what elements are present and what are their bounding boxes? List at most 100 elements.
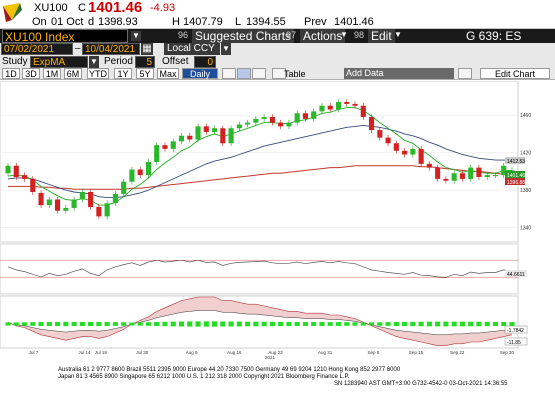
candle-down [187,135,193,140]
macd-histogram-bar [71,321,77,327]
price-tick-label: 1340 [520,226,531,232]
macd-histogram-bar [170,321,176,327]
candle-up [492,175,499,177]
currency-dropdown-icon[interactable]: ▼ [221,43,231,55]
date-tick-label: Jul 14 [78,350,91,355]
security-dropdown-icon[interactable]: ▼ [131,31,141,41]
price-panel [0,80,519,243]
period-max[interactable]: Max [157,68,179,79]
period-ytd[interactable]: YTD [87,68,109,79]
candle-down [203,126,209,132]
bar-chart-tool-icon[interactable] [252,68,266,79]
candle-up [319,105,325,112]
study-bar: Study ExpMA ▼ Period 5 Offset 0 [0,56,555,68]
macd-histogram-bar [228,321,234,327]
candle-up [261,117,267,119]
macd-histogram-bar [418,321,424,327]
macd-histogram-bar [435,321,441,327]
currency-dropdown[interactable]: Local CCY [164,43,220,55]
period-1d[interactable]: 1D [2,68,20,79]
macd-histogram-bar [187,321,193,327]
suggested-charts-button[interactable]: Suggested Charts [192,29,295,43]
date-tick-label: Jul 30 [136,350,149,355]
study-dropdown-icon[interactable]: ▼ [89,56,99,68]
macd-lower-tag-text: -11.85 [507,340,521,346]
period-field[interactable]: 5 [135,56,155,68]
macd-histogram-bar [426,321,432,327]
settings-icon[interactable] [458,68,472,79]
candle-down [162,145,168,149]
macd-histogram-bar [484,321,490,327]
last-prefix: C [78,2,86,14]
candle-down [302,113,309,119]
period-5y[interactable]: 5Y [136,68,154,79]
price-chart[interactable]: 1460 1420 1380 1340 1412.53 1401.46 1396.88… [0,80,555,400]
macd-histogram-bar [476,321,482,327]
year-label: 2021 [265,355,276,360]
high-price: 1407.79 [183,16,223,28]
suggested-charts-num: 96 [178,30,189,40]
macd-histogram-bar [393,321,399,327]
line-chart-tool-icon[interactable] [222,68,236,79]
table-button[interactable]: Table [284,69,306,79]
prev-price: 1401.46 [334,16,374,28]
period-3d[interactable]: 3D [22,68,40,79]
rsi-line [7,259,513,278]
macd-histogram-bar [443,321,449,327]
rsi-panel [0,243,519,295]
macd-histogram-bar [253,321,259,327]
candle-down [344,102,350,104]
security-field[interactable]: XU100 Index [2,29,128,44]
macd-histogram-bar [129,322,135,326]
date-tick-label: Sep 30 [500,350,515,355]
macd-histogram-bar [236,321,242,327]
add-data-field[interactable]: Add Data [344,68,454,79]
price-tick-label: 1460 [520,113,531,119]
candle-down [220,128,226,144]
macd-histogram-bar [385,322,391,326]
candle-down [13,165,19,177]
date-tick-label: Sep 22 [450,350,465,355]
footer-line-2: Japan 81 3 4565 8900 Singapore 65 6212 1… [58,374,350,380]
edit-menu[interactable]: Edit [368,29,395,43]
end-date-field[interactable]: 10/04/2021 [82,43,140,55]
actions-menu[interactable]: Actions [300,29,346,43]
candle-up [410,148,416,155]
macd-histogram-bar [278,321,284,327]
candle-down [435,167,441,179]
candle-down [352,103,358,106]
candle-up [5,165,11,174]
macd-histogram-bar [319,322,325,326]
edit-dropdown-icon[interactable]: ▼ [394,30,402,39]
start-date-field[interactable]: 07/02/2021 [1,43,73,55]
study-field[interactable]: ExpMA [30,56,88,68]
macd-histogram-bar [311,322,317,326]
candle-down [476,167,482,177]
quote-date: 01 Oct [51,16,84,28]
macd-histogram-bar [286,321,292,327]
last-price-tag-text: 1401.46 [507,173,525,179]
period-6m[interactable]: 6M [64,68,82,79]
macd-histogram-bar [55,321,61,327]
table-icon[interactable] [272,68,286,79]
candle-up [195,126,201,140]
macd-histogram-bar [104,321,110,327]
macd-histogram-bar [459,321,465,327]
macd-lower-tag [504,337,528,346]
date-tick-label: Sep 15 [409,350,424,355]
candle-up [154,145,160,162]
edit-chart-button[interactable]: Edit Chart [480,68,550,79]
chart-area[interactable]: 1460 1420 1380 1340 1412.53 1401.46 1396.88… [0,80,555,400]
calendar-icon[interactable]: ▦ [141,43,153,55]
actions-dropdown-icon[interactable]: ▼ [340,30,348,39]
frequency-dropdown[interactable]: Daily [182,68,218,79]
candle-down [137,169,143,176]
macd-upper-tag [504,325,528,334]
actions-num: 97 [286,30,297,40]
candle-up [170,141,176,149]
candle-chart-tool-icon[interactable] [237,68,251,79]
period-1y[interactable]: 1Y [114,68,132,79]
offset-field[interactable]: 0 [194,56,216,68]
period-1m[interactable]: 1M [43,68,61,79]
date-tick-label: Aug 31 [318,350,333,355]
